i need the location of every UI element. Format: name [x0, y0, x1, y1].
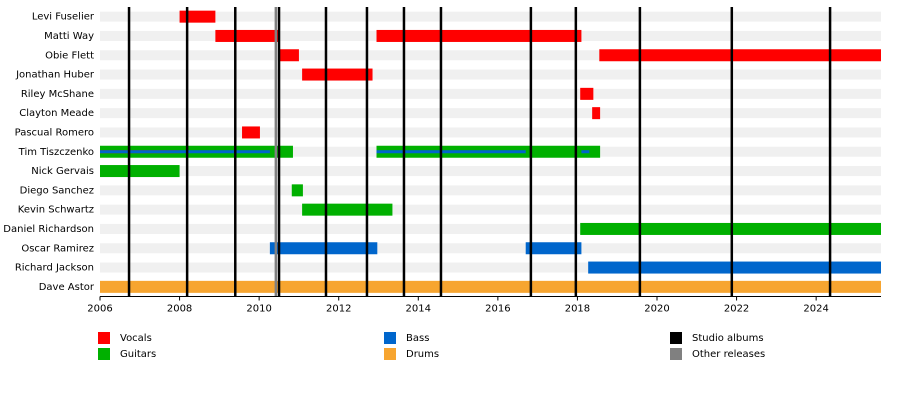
row-stripe — [100, 108, 881, 119]
role-bar — [302, 203, 393, 216]
row-label: Daniel Richardson — [3, 224, 94, 235]
row-label: Pascual Romero — [15, 127, 94, 138]
row-label: Nick Gervais — [31, 166, 94, 177]
legend-label: Drums — [406, 349, 439, 360]
row-label: Clayton Meade — [19, 108, 94, 119]
row-stripe — [100, 166, 881, 177]
row-label: Dave Astor — [39, 282, 95, 293]
row-stripe — [100, 88, 881, 99]
x-tick-label: 2008 — [167, 304, 192, 315]
legend-swatch — [670, 348, 682, 360]
secondary-role-bar — [376, 150, 526, 154]
row-stripe — [100, 204, 881, 215]
row-label: Obie Flett — [45, 50, 94, 61]
role-bar — [179, 10, 216, 23]
row-label: Jonathan Huber — [15, 70, 95, 81]
legend-swatch — [98, 332, 110, 344]
row-label: Oscar Ramirez — [21, 243, 94, 254]
role-bar — [100, 280, 881, 293]
legend-swatch — [384, 348, 396, 360]
legend-swatch — [98, 348, 110, 360]
role-bar — [525, 242, 582, 255]
legend-swatch — [670, 332, 682, 344]
role-bar — [269, 242, 378, 255]
row-label: Matti Way — [44, 31, 94, 42]
x-tick-label: 2012 — [326, 304, 351, 315]
role-bar — [291, 184, 303, 197]
x-tick-label: 2006 — [87, 304, 112, 315]
row-stripe — [100, 127, 881, 138]
role-bar — [592, 107, 601, 120]
row-stripe — [100, 223, 881, 234]
role-bar — [100, 165, 180, 178]
x-tick-label: 2022 — [724, 304, 749, 315]
role-bar — [215, 29, 280, 42]
x-tick-label: 2014 — [406, 304, 431, 315]
row-stripe — [100, 69, 881, 80]
x-tick-label: 2010 — [246, 304, 271, 315]
role-bar — [588, 261, 881, 274]
row-label: Riley McShane — [21, 89, 94, 100]
row-stripe — [100, 262, 881, 273]
x-tick-label: 2020 — [644, 304, 669, 315]
legend-label: Vocals — [120, 333, 152, 344]
x-tick-label: 2016 — [485, 304, 510, 315]
row-stripe — [100, 11, 881, 22]
secondary-role-bar — [100, 150, 270, 154]
role-bar — [599, 49, 881, 62]
secondary-role-bar — [581, 150, 590, 154]
legend-swatch — [384, 332, 396, 344]
legend-label: Studio albums — [692, 333, 764, 344]
row-label: Levi Fuselier — [32, 12, 95, 23]
role-bar — [279, 49, 299, 62]
legend-label: Guitars — [120, 349, 156, 360]
row-stripe — [100, 185, 881, 196]
legend-label: Bass — [406, 333, 429, 344]
legend-label: Other releases — [692, 349, 765, 360]
row-stripe — [100, 50, 881, 61]
row-label: Diego Sanchez — [20, 185, 94, 196]
row-label: Kevin Schwartz — [18, 205, 94, 216]
row-label: Tim Tiszczenko — [18, 147, 94, 158]
role-bar — [580, 87, 594, 100]
role-bar — [242, 126, 260, 139]
x-tick-label: 2018 — [565, 304, 590, 315]
row-stripe — [100, 243, 881, 254]
role-bar — [302, 68, 373, 81]
row-label: Richard Jackson — [15, 263, 94, 274]
x-tick-label: 2024 — [803, 304, 828, 315]
role-bar — [376, 29, 582, 42]
